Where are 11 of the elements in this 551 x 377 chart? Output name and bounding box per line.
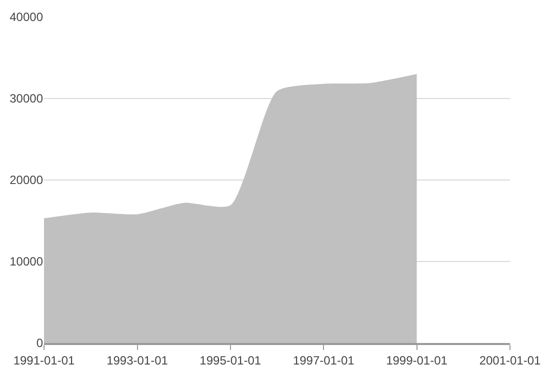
x-tick-label: 1997-01-01 — [292, 353, 355, 368]
x-tick-label: 1991-01-01 — [13, 353, 76, 368]
y-tick-label: 40000 — [10, 10, 44, 24]
x-tick-label: 1999-01-01 — [386, 353, 448, 368]
x-tick-label: 2001-01-01 — [479, 353, 542, 368]
y-tick-label: 20000 — [10, 173, 44, 188]
y-tick-label: 0 — [36, 336, 44, 350]
x-tick-label: 1995-01-01 — [200, 353, 262, 368]
y-tick-label: 30000 — [10, 92, 44, 106]
x-tick-label: 1993-01-01 — [106, 353, 168, 368]
y-tick-label: 10000 — [10, 254, 44, 269]
